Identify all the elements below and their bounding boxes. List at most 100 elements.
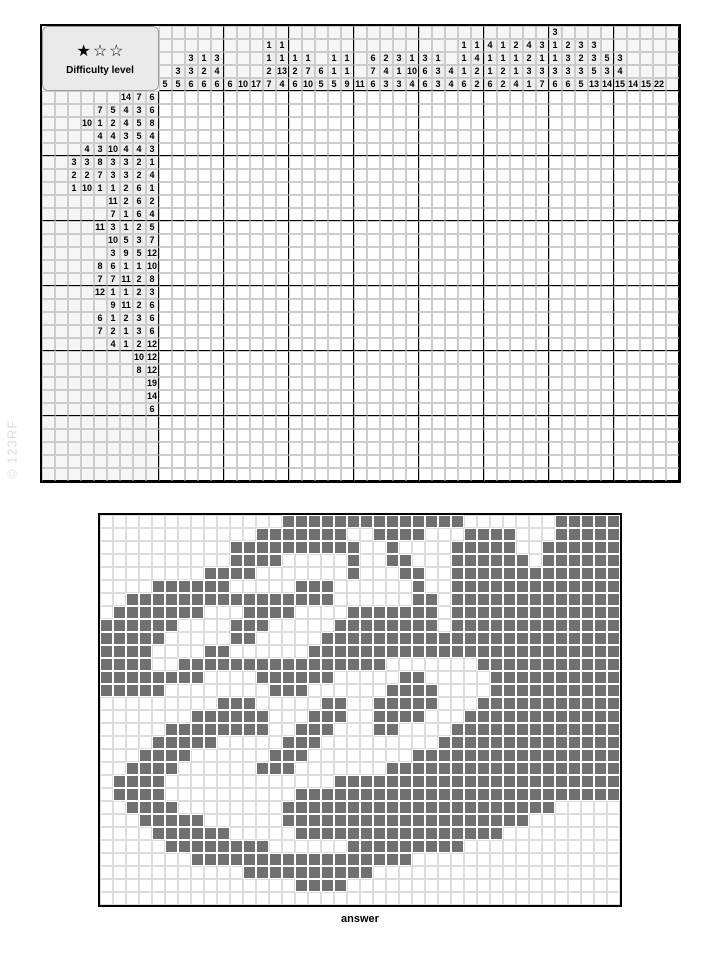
grid-cell[interactable] (588, 169, 601, 182)
grid-cell[interactable] (393, 429, 406, 442)
grid-cell[interactable] (432, 247, 445, 260)
grid-cell[interactable] (523, 299, 536, 312)
grid-cell[interactable] (575, 338, 588, 351)
grid-cell[interactable] (549, 468, 562, 481)
grid-cell[interactable] (562, 429, 575, 442)
grid-cell[interactable] (523, 130, 536, 143)
grid-cell[interactable] (172, 403, 185, 416)
grid-cell[interactable] (367, 234, 380, 247)
grid-cell[interactable] (289, 208, 302, 221)
grid-cell[interactable] (341, 91, 354, 104)
grid-cell[interactable] (523, 351, 536, 364)
grid-cell[interactable] (406, 182, 419, 195)
grid-cell[interactable] (640, 221, 653, 234)
grid-cell[interactable] (276, 195, 289, 208)
grid-cell[interactable] (328, 182, 341, 195)
grid-cell[interactable] (523, 403, 536, 416)
grid-cell[interactable] (198, 247, 211, 260)
grid-cell[interactable] (640, 169, 653, 182)
grid-cell[interactable] (393, 390, 406, 403)
grid-cell[interactable] (666, 195, 679, 208)
grid-cell[interactable] (341, 208, 354, 221)
grid-cell[interactable] (393, 468, 406, 481)
grid-cell[interactable] (497, 455, 510, 468)
grid-cell[interactable] (484, 104, 497, 117)
grid-cell[interactable] (185, 429, 198, 442)
grid-cell[interactable] (315, 312, 328, 325)
grid-cell[interactable] (432, 312, 445, 325)
grid-cell[interactable] (289, 91, 302, 104)
grid-cell[interactable] (406, 247, 419, 260)
grid-cell[interactable] (562, 273, 575, 286)
grid-cell[interactable] (614, 182, 627, 195)
grid-cell[interactable] (588, 455, 601, 468)
grid-cell[interactable] (536, 468, 549, 481)
grid-cell[interactable] (250, 182, 263, 195)
grid-cell[interactable] (419, 130, 432, 143)
grid-cell[interactable] (445, 403, 458, 416)
grid-cell[interactable] (471, 403, 484, 416)
grid-cell[interactable] (614, 169, 627, 182)
grid-cell[interactable] (263, 130, 276, 143)
grid-cell[interactable] (406, 208, 419, 221)
grid-cell[interactable] (211, 104, 224, 117)
grid-cell[interactable] (601, 156, 614, 169)
grid-cell[interactable] (575, 182, 588, 195)
grid-cell[interactable] (627, 104, 640, 117)
grid-cell[interactable] (172, 182, 185, 195)
grid-cell[interactable] (575, 208, 588, 221)
grid-cell[interactable] (640, 364, 653, 377)
grid-cell[interactable] (614, 416, 627, 429)
grid-cell[interactable] (380, 260, 393, 273)
grid-cell[interactable] (354, 442, 367, 455)
grid-cell[interactable] (523, 117, 536, 130)
grid-cell[interactable] (159, 455, 172, 468)
grid-cell[interactable] (263, 91, 276, 104)
grid-cell[interactable] (627, 91, 640, 104)
grid-cell[interactable] (497, 104, 510, 117)
grid-cell[interactable] (289, 377, 302, 390)
grid-cell[interactable] (419, 169, 432, 182)
grid-cell[interactable] (211, 351, 224, 364)
grid-cell[interactable] (159, 338, 172, 351)
grid-cell[interactable] (627, 143, 640, 156)
grid-cell[interactable] (432, 234, 445, 247)
grid-cell[interactable] (341, 468, 354, 481)
grid-cell[interactable] (432, 195, 445, 208)
grid-cell[interactable] (653, 338, 666, 351)
grid-cell[interactable] (419, 156, 432, 169)
grid-cell[interactable] (640, 286, 653, 299)
grid-cell[interactable] (575, 117, 588, 130)
grid-cell[interactable] (549, 299, 562, 312)
grid-cell[interactable] (406, 442, 419, 455)
grid-cell[interactable] (549, 182, 562, 195)
grid-cell[interactable] (510, 286, 523, 299)
grid-cell[interactable] (419, 195, 432, 208)
grid-cell[interactable] (523, 455, 536, 468)
grid-cell[interactable] (341, 286, 354, 299)
grid-cell[interactable] (198, 299, 211, 312)
grid-cell[interactable] (588, 364, 601, 377)
grid-cell[interactable] (588, 325, 601, 338)
grid-cell[interactable] (575, 403, 588, 416)
grid-cell[interactable] (198, 104, 211, 117)
grid-cell[interactable] (445, 182, 458, 195)
grid-cell[interactable] (185, 221, 198, 234)
grid-cell[interactable] (354, 468, 367, 481)
grid-cell[interactable] (172, 130, 185, 143)
grid-cell[interactable] (588, 91, 601, 104)
grid-cell[interactable] (458, 455, 471, 468)
grid-cell[interactable] (471, 195, 484, 208)
grid-cell[interactable] (185, 325, 198, 338)
grid-cell[interactable] (315, 468, 328, 481)
grid-cell[interactable] (484, 364, 497, 377)
grid-cell[interactable] (445, 364, 458, 377)
grid-cell[interactable] (549, 429, 562, 442)
grid-cell[interactable] (588, 117, 601, 130)
grid-cell[interactable] (393, 299, 406, 312)
grid-cell[interactable] (536, 299, 549, 312)
grid-cell[interactable] (185, 299, 198, 312)
grid-cell[interactable] (640, 234, 653, 247)
grid-cell[interactable] (536, 403, 549, 416)
grid-cell[interactable] (263, 351, 276, 364)
